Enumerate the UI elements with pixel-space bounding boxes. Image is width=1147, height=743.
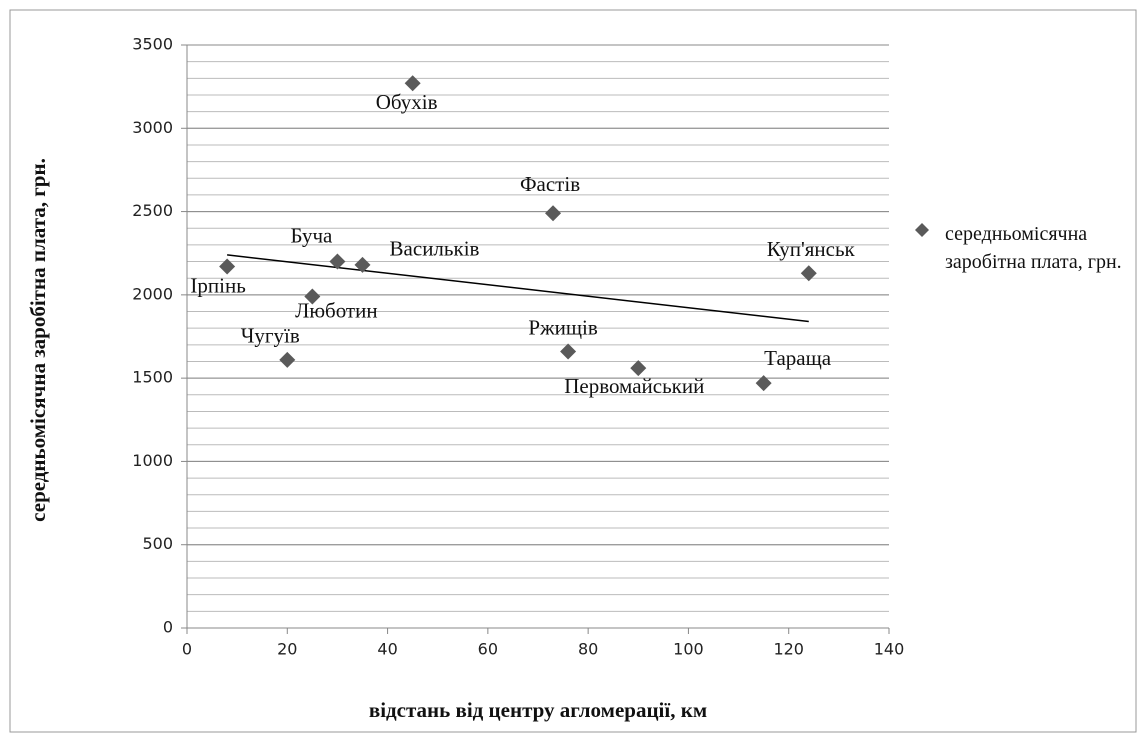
point-label: Фастів: [520, 172, 580, 196]
chart-border: [9, 9, 1137, 733]
point: [304, 288, 321, 305]
point-label: Васильків: [390, 237, 480, 261]
y-tick-label: 3500: [132, 35, 173, 54]
point: [560, 343, 577, 360]
point: [354, 256, 371, 273]
point: [800, 265, 817, 282]
y-tick-label: 2500: [132, 201, 173, 220]
point-label: Чугуїв: [241, 324, 300, 348]
x-tick-label: 20: [277, 640, 297, 659]
y-tick-label: 2000: [132, 284, 173, 303]
legend-label: середньомісячна заробітна плата, грн.: [945, 223, 1122, 273]
x-tick-label: 60: [478, 640, 498, 659]
legend-marker: [915, 223, 929, 237]
y-axis-title: середньомісячна заробітна плата, грн.: [26, 158, 50, 522]
point: [329, 253, 346, 270]
y-tick-label: 0: [163, 618, 173, 637]
x-tick-label: 140: [874, 640, 905, 659]
point-label: Ірпінь: [190, 273, 245, 297]
point-label: Буча: [290, 223, 333, 247]
point-label: Обухів: [376, 90, 438, 114]
x-tick-label: 120: [773, 640, 804, 659]
x-axis-title: відстань від центру агломерації, км: [369, 698, 707, 722]
point-label: Куп'янськ: [767, 237, 856, 261]
point-label: Ржищів: [528, 315, 597, 339]
point-label: Первомайський: [564, 374, 704, 398]
x-tick-label: 0: [182, 640, 192, 659]
y-tick-label: 500: [142, 534, 173, 553]
y-tick-label: 1000: [132, 451, 173, 470]
x-tick-label: 80: [578, 640, 598, 659]
point: [545, 205, 562, 222]
point-label: Люботин: [295, 298, 378, 322]
x-tick-label: 100: [673, 640, 704, 659]
x-tick-label: 40: [377, 640, 397, 659]
point: [219, 258, 236, 275]
point-label: Тараща: [764, 346, 832, 370]
trendline: [227, 254, 809, 323]
y-tick-label: 3000: [132, 118, 173, 137]
legend-marker-box: [915, 223, 929, 237]
point: [630, 360, 647, 377]
point: [404, 75, 421, 92]
point: [279, 351, 296, 368]
point: [755, 375, 772, 392]
y-tick-label: 1500: [132, 368, 173, 387]
